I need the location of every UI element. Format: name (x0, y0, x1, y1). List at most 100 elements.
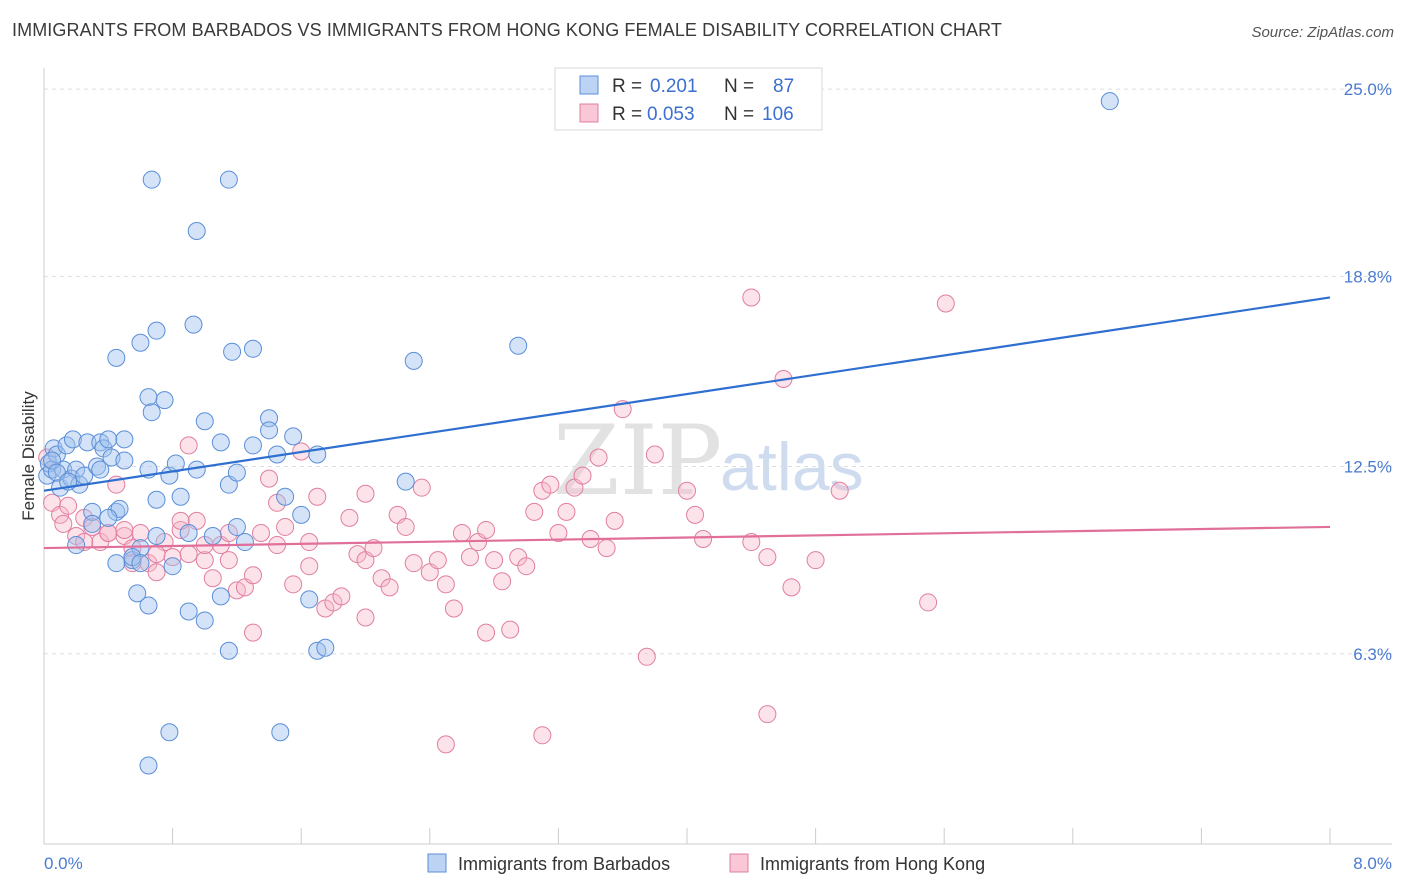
hongkong-point (645, 445, 664, 464)
barbados-point (179, 602, 198, 621)
legend-swatch-hongkong (579, 103, 599, 123)
hongkong-point (541, 475, 560, 494)
hongkong-point (131, 523, 150, 542)
barbados-point (115, 451, 134, 470)
source-credit: Source: ZipAtlas.com (1251, 24, 1394, 41)
hongkong-point (678, 481, 696, 500)
hongkong-point (99, 523, 118, 542)
barbados-point (147, 527, 166, 545)
hongkong-point (396, 517, 415, 536)
barbados-point (63, 430, 82, 449)
y-tick-labels: 25.0% 18.8% 12.5% 6.3% (1344, 80, 1392, 664)
hongkong-point (300, 557, 319, 576)
barbados-point (292, 505, 311, 524)
barbados-point (47, 445, 66, 464)
hongkong-point (573, 466, 592, 485)
barbados-point (99, 430, 118, 449)
hongkong-point (260, 469, 279, 488)
barbados-point (99, 508, 118, 527)
hongkong-point (356, 484, 375, 503)
barbados-point (91, 460, 110, 479)
top-legend-box (554, 67, 823, 131)
barbados-point (115, 430, 134, 449)
hongkong-point (444, 599, 463, 618)
barbados-point (166, 454, 185, 473)
barbados-point (67, 536, 86, 555)
legend-r-value-hongkong: 0.053 (647, 104, 695, 125)
barbados-point (139, 756, 158, 775)
hongkong-point (605, 511, 624, 530)
hongkong-point (356, 608, 375, 627)
hongkong-point (694, 530, 713, 549)
x-tick-max: 8.0% (1353, 854, 1392, 873)
barbados-point (300, 590, 319, 609)
hongkong-point (477, 520, 496, 539)
bottom-legend-swatch-barbados (427, 853, 447, 873)
hongkong-point (782, 578, 801, 597)
top-legend: R = 0.201 N = 87 R = 0.053 N = 106 (554, 67, 823, 131)
y-tick-label: 12.5% (1344, 458, 1392, 477)
barbados-point (235, 533, 254, 552)
barbados-point (276, 487, 295, 506)
hongkong-point (332, 587, 351, 606)
hongkong-point (830, 481, 849, 500)
hongkong-point (115, 520, 134, 539)
barbados-point (139, 388, 158, 407)
hongkong-point (919, 593, 938, 612)
hongkong-point (806, 551, 825, 570)
barbados-point (271, 723, 290, 742)
barbados-point (243, 436, 262, 455)
trend-line-hongkong (43, 525, 1331, 550)
y-tick-label: 6.3% (1353, 645, 1392, 664)
barbados-point (147, 490, 166, 509)
x-tick-min: 0.0% (44, 854, 83, 873)
legend-r-value-barbados: 0.201 (650, 76, 698, 97)
hongkong-point (485, 551, 504, 570)
legend-r-label-hongkong: R = (612, 104, 642, 125)
hongkong-point (742, 288, 761, 307)
hongkong-points (38, 288, 955, 754)
y-axis-label: Female Disability (19, 391, 38, 521)
hongkong-point (460, 548, 479, 567)
bottom-legend: Immigrants from Barbados Immigrants from… (427, 853, 985, 874)
hongkong-point (549, 523, 568, 542)
barbados-point (78, 433, 97, 452)
barbados-point (223, 342, 242, 361)
legend-r-label-barbados: R = (612, 76, 642, 97)
barbados-point (404, 351, 423, 370)
bottom-legend-label-barbados: Immigrants from Barbados (458, 854, 670, 874)
hongkong-point (308, 487, 327, 506)
hongkong-point (340, 508, 359, 527)
barbados-point (227, 517, 246, 536)
trend-lines (43, 296, 1331, 550)
hongkong-point (436, 735, 455, 754)
barbados-point (284, 427, 303, 446)
hongkong-point (589, 448, 608, 467)
barbados-point (107, 554, 126, 573)
hongkong-point (686, 505, 705, 524)
barbados-point (184, 315, 203, 334)
hongkong-point (179, 545, 198, 564)
barbados-point (211, 433, 230, 452)
hongkong-point (203, 569, 222, 588)
hongkong-point (436, 575, 455, 594)
trend-line-barbados (43, 296, 1331, 492)
hongkong-point (452, 523, 471, 542)
hongkong-point (243, 566, 262, 585)
hongkong-point (493, 572, 512, 591)
hongkong-point (758, 705, 777, 724)
barbados-point (187, 222, 206, 241)
barbados-point (107, 348, 126, 367)
hongkong-point (412, 478, 431, 497)
hongkong-point (54, 514, 73, 533)
hongkong-point (252, 523, 271, 542)
barbados-point (509, 336, 528, 355)
barbados-point (139, 596, 158, 615)
hongkong-point (428, 551, 447, 570)
hongkong-point (276, 517, 295, 536)
barbados-point (219, 170, 238, 189)
legend-swatch-barbados (579, 75, 599, 95)
barbados-point (219, 641, 238, 660)
hongkong-point (300, 533, 319, 552)
